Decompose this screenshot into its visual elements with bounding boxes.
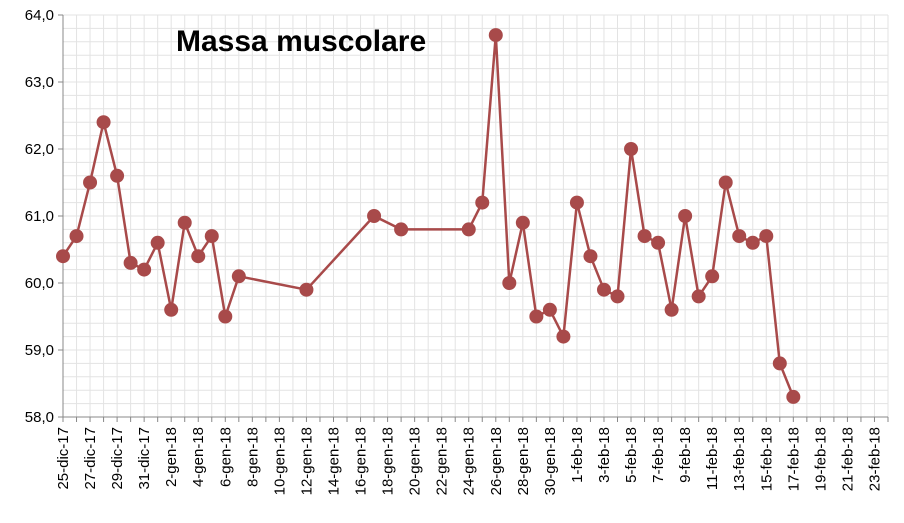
data-point bbox=[123, 255, 138, 270]
x-tick-label: 28-gen-18 bbox=[515, 427, 532, 495]
y-tick-label: 60,0 bbox=[25, 275, 54, 292]
data-point bbox=[164, 302, 179, 317]
x-tick-label: 22-gen-18 bbox=[434, 427, 451, 495]
x-tick-label: 29-dic-17 bbox=[109, 427, 126, 490]
data-point bbox=[218, 309, 233, 324]
data-point bbox=[583, 249, 598, 264]
x-tick-label: 15-feb-18 bbox=[758, 427, 775, 491]
x-tick-label: 1-feb-18 bbox=[569, 427, 586, 483]
x-tick-label: 17-feb-18 bbox=[785, 427, 802, 491]
data-point bbox=[664, 302, 679, 317]
data-point bbox=[637, 229, 652, 244]
data-point bbox=[772, 356, 787, 371]
x-tick-label: 4-gen-18 bbox=[190, 427, 207, 487]
x-tick-label: 14-gen-18 bbox=[325, 427, 342, 495]
y-tick-label: 58,0 bbox=[25, 409, 54, 426]
data-point bbox=[150, 235, 165, 250]
data-point bbox=[299, 282, 314, 297]
x-tick-label: 24-gen-18 bbox=[461, 427, 478, 495]
data-point bbox=[475, 195, 490, 210]
data-point bbox=[488, 28, 503, 43]
data-point bbox=[56, 249, 70, 264]
data-point bbox=[569, 195, 584, 210]
x-tick-label: 18-gen-18 bbox=[380, 427, 397, 495]
data-point bbox=[529, 309, 544, 324]
x-tick-label: 5-feb-18 bbox=[623, 427, 640, 483]
x-tick-label: 10-gen-18 bbox=[271, 427, 288, 495]
x-tick-label: 7-feb-18 bbox=[650, 427, 667, 483]
data-point bbox=[651, 235, 666, 250]
x-tick-label: 30-gen-18 bbox=[542, 427, 559, 495]
x-tick-label: 20-gen-18 bbox=[407, 427, 424, 495]
x-tick-label: 2-gen-18 bbox=[163, 427, 180, 487]
chart-title: Massa muscolare bbox=[176, 25, 426, 58]
data-point bbox=[515, 215, 530, 230]
data-point bbox=[556, 329, 571, 344]
data-point bbox=[191, 249, 206, 264]
x-tick-label: 6-gen-18 bbox=[217, 427, 234, 487]
data-point bbox=[502, 276, 517, 290]
x-tick-label: 25-dic-17 bbox=[55, 427, 72, 490]
x-tick-label: 27-dic-17 bbox=[82, 427, 99, 490]
data-point bbox=[367, 209, 382, 223]
data-point bbox=[96, 115, 111, 130]
data-point bbox=[745, 235, 760, 250]
y-tick-label: 59,0 bbox=[25, 342, 54, 359]
x-tick-label: 21-feb-18 bbox=[839, 427, 856, 491]
data-point bbox=[204, 229, 219, 244]
data-point bbox=[759, 229, 774, 244]
x-tick-label: 19-feb-18 bbox=[812, 427, 829, 491]
data-point bbox=[83, 175, 98, 190]
x-tick-label: 23-feb-18 bbox=[866, 427, 883, 491]
x-tick-label: 12-gen-18 bbox=[298, 427, 315, 495]
y-tick-label: 63,0 bbox=[25, 74, 54, 91]
data-point bbox=[137, 262, 152, 277]
data-point bbox=[461, 222, 476, 237]
data-point bbox=[718, 175, 733, 190]
data-series bbox=[56, 28, 801, 404]
data-point bbox=[177, 215, 192, 230]
data-point bbox=[231, 269, 246, 284]
data-point bbox=[732, 229, 747, 244]
data-point bbox=[69, 229, 84, 244]
data-point bbox=[678, 209, 693, 223]
y-tick-labels: 58,0 59,0 60,0 61,0 62,0 63,0 64,0 bbox=[25, 7, 54, 426]
y-tick-label: 64,0 bbox=[25, 7, 54, 24]
data-point bbox=[610, 289, 625, 304]
x-tick-label: 11-feb-18 bbox=[704, 427, 721, 490]
x-tick-label: 9-feb-18 bbox=[677, 427, 694, 483]
x-tick-label: 16-gen-18 bbox=[353, 427, 370, 495]
y-tick-label: 61,0 bbox=[25, 208, 54, 225]
data-point bbox=[705, 269, 720, 284]
axes bbox=[58, 14, 889, 422]
x-tick-label: 31-dic-17 bbox=[136, 427, 153, 490]
data-point bbox=[542, 302, 557, 317]
grid-lines bbox=[62, 14, 889, 418]
data-point bbox=[691, 289, 706, 304]
x-tick-label: 26-gen-18 bbox=[488, 427, 505, 495]
data-point bbox=[786, 389, 801, 404]
x-tick-labels: 25-dic-17 27-dic-17 29-dic-17 31-dic-17 2-ge… bbox=[55, 427, 883, 495]
x-tick-label: 8-gen-18 bbox=[244, 427, 261, 487]
data-point bbox=[394, 222, 409, 237]
y-tick-label: 62,0 bbox=[25, 141, 54, 158]
x-tick-label: 3-feb-18 bbox=[596, 427, 613, 483]
data-point bbox=[110, 168, 125, 183]
data-point bbox=[596, 282, 611, 297]
x-tick-label: 13-feb-18 bbox=[731, 427, 748, 491]
data-point bbox=[624, 142, 639, 156]
